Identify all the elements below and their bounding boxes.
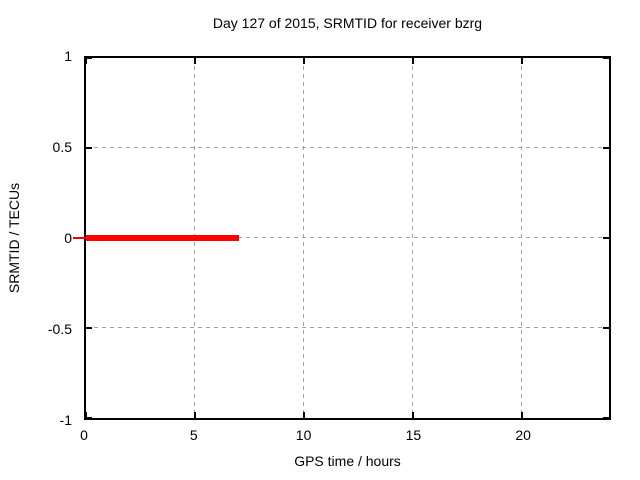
series-line bbox=[86, 235, 239, 241]
x-tick-mark bbox=[302, 58, 305, 64]
y-tick-mark bbox=[86, 147, 92, 149]
x-tick-label: 0 bbox=[80, 427, 88, 443]
y-tick-mark bbox=[86, 57, 92, 59]
series-start-cap bbox=[73, 237, 86, 239]
x-tick-mark bbox=[411, 58, 414, 64]
x-tick-label: 5 bbox=[189, 427, 198, 443]
y-tick-label: -0.5 bbox=[47, 321, 72, 337]
y-tick-mark bbox=[86, 417, 92, 419]
y-tick-mark bbox=[603, 147, 609, 149]
x-tick-mark bbox=[520, 58, 523, 64]
x-gridline bbox=[302, 58, 304, 418]
x-tick-mark bbox=[85, 58, 87, 64]
y-tick-mark bbox=[603, 417, 609, 419]
x-tick-mark bbox=[302, 412, 305, 418]
plot-area bbox=[73, 56, 611, 420]
x-tick-mark bbox=[193, 58, 196, 64]
x-tick-mark bbox=[193, 412, 196, 418]
y-gridline bbox=[86, 327, 609, 328]
x-tick-label: 15 bbox=[405, 427, 422, 443]
y-tick-mark bbox=[86, 327, 92, 329]
y-gridline bbox=[86, 237, 609, 238]
x-tick-mark bbox=[520, 412, 523, 418]
x-axis-label: GPS time / hours bbox=[294, 453, 401, 469]
y-tick-mark bbox=[603, 57, 609, 59]
y-gridline bbox=[86, 147, 609, 148]
y-tick-label: 0.5 bbox=[52, 139, 72, 155]
chart-title: Day 127 of 2015, SRMTID for receiver bzr… bbox=[212, 15, 483, 31]
x-gridline bbox=[411, 58, 413, 418]
x-tick-mark bbox=[411, 412, 414, 418]
x-tick-label: 20 bbox=[515, 427, 531, 443]
x-gridline bbox=[520, 58, 522, 418]
y-tick-label: 0 bbox=[64, 230, 72, 246]
y-tick-label: 1 bbox=[64, 48, 72, 64]
y-tick-mark bbox=[603, 237, 609, 239]
y-tick-label: -1 bbox=[59, 412, 72, 428]
x-tick-label: 10 bbox=[295, 427, 312, 443]
y-tick-mark bbox=[603, 327, 609, 329]
x-tick-mark bbox=[85, 412, 87, 418]
